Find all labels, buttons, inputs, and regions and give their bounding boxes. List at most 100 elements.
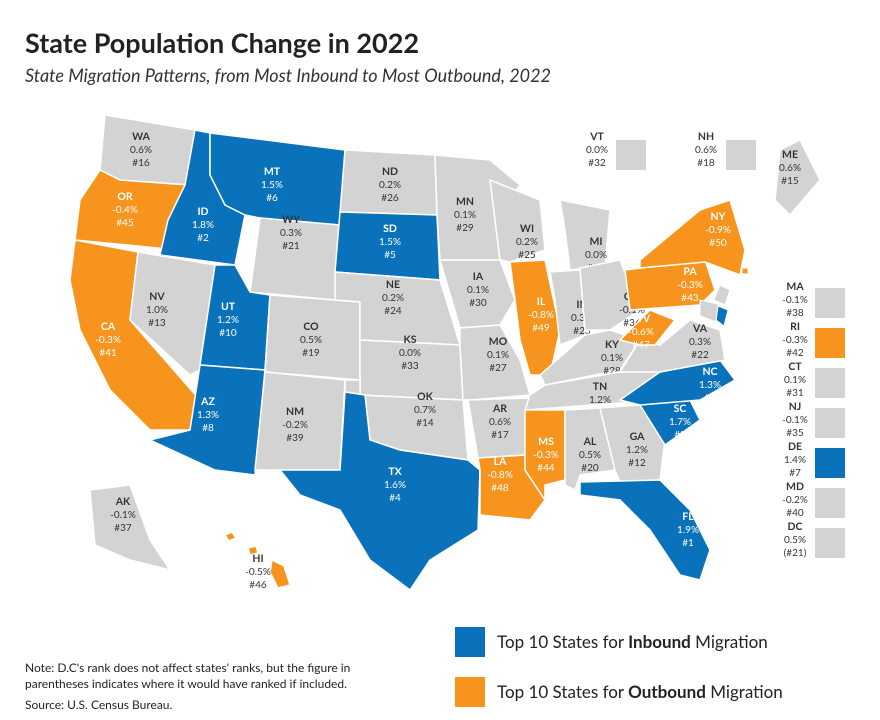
state-abbr: NJ: [789, 401, 802, 413]
state-shape: [459, 324, 531, 401]
state-rank: #32: [588, 157, 606, 169]
state-abbr: MD: [786, 481, 804, 493]
state-rank: #31: [786, 387, 804, 399]
state-change: 1.7%: [669, 416, 691, 428]
state-rank: #8: [202, 422, 214, 434]
state-rank: #6: [266, 192, 278, 204]
state-rank: #9: [704, 392, 716, 404]
state-abbr: VT: [589, 131, 604, 143]
state-rank: #18: [697, 157, 715, 169]
state-abbr: KS: [404, 334, 417, 346]
state-rank: #43: [681, 292, 699, 304]
state-rank: #19: [302, 347, 320, 359]
state-abbr: AL: [583, 436, 597, 448]
state-change: 0.2%: [382, 292, 404, 304]
state-change: 0.1%: [454, 209, 476, 221]
state-abbr: IL: [537, 296, 546, 308]
state-rank: #37: [114, 522, 132, 534]
legend-prefix: Top 10 States for: [497, 631, 628, 652]
state-shape: [278, 391, 481, 592]
state-abbr: SC: [674, 403, 687, 415]
state-rank: #49: [532, 322, 550, 334]
state-rank: #2: [197, 232, 209, 244]
state-abbr: AK: [115, 496, 131, 508]
state-change: -0.2%: [782, 494, 808, 506]
state-rank: #14: [416, 417, 434, 429]
state-change: 0.0%: [585, 249, 607, 261]
state-rank: #39: [286, 432, 304, 444]
state-abbr: NM: [286, 406, 304, 418]
state-shape: [639, 199, 746, 277]
state-abbr: WV: [632, 313, 651, 325]
state-change: 0.5%: [300, 334, 322, 346]
state-change: 0.6%: [779, 162, 801, 174]
state-rank: #44: [537, 462, 555, 474]
small-state-box: [815, 328, 845, 358]
state-abbr: ID: [197, 206, 208, 218]
small-state-box: [815, 288, 845, 318]
state-abbr: CT: [788, 361, 802, 373]
state-rank: #48: [491, 482, 509, 494]
state-change: 0.1%: [784, 374, 806, 386]
state-rank: #1: [682, 537, 694, 549]
state-rank: #42: [786, 347, 804, 359]
state-abbr: LA: [494, 456, 507, 468]
state-abbr: NE: [386, 279, 400, 291]
state-change: 1.3%: [699, 379, 721, 391]
state-shape: [579, 479, 711, 581]
state-abbr: PA: [683, 266, 697, 278]
state-change: 0.3%: [280, 227, 302, 239]
legend-label: Top 10 States for Inbound Migration: [497, 631, 768, 652]
small-state-box: [815, 408, 845, 438]
state-rank: #45: [116, 217, 134, 229]
state-change: 1.8%: [192, 219, 214, 231]
state-change: 0.1%: [467, 284, 489, 296]
state-abbr: ME: [782, 149, 798, 161]
note: Note: D.C's rank does not affect states'…: [25, 660, 351, 691]
state-change: 1.0%: [146, 304, 168, 316]
state-rank: #40: [786, 507, 804, 519]
state-abbr: GA: [630, 431, 646, 443]
state-change: 0.7%: [414, 404, 436, 416]
state-abbr: UT: [221, 301, 236, 313]
state-change: -0.5%: [245, 566, 271, 578]
small-state-shape: [699, 299, 719, 323]
state-change: -0.9%: [705, 224, 731, 236]
state-abbr: WY: [282, 214, 300, 226]
state-rank: (#21): [784, 547, 807, 559]
state-abbr: WI: [520, 223, 534, 235]
state-change: -0.8%: [528, 309, 554, 321]
legend-swatch: [455, 677, 485, 707]
state-shape: [618, 309, 677, 346]
state-abbr: WA: [132, 131, 151, 143]
state-change: 1.4%: [784, 454, 806, 466]
state-shape: [89, 484, 172, 572]
state-abbr: IA: [473, 271, 484, 283]
state-change: 0.3%: [689, 336, 711, 348]
state-abbr: NY: [711, 211, 726, 223]
state-change: 1.5%: [379, 236, 401, 248]
state-abbr: MO: [489, 336, 508, 348]
legend-suffix: Migration: [691, 631, 768, 652]
state-rank: #30: [469, 297, 487, 309]
state-change: 1.6%: [384, 479, 406, 491]
small-state-shape: [741, 267, 749, 275]
state-rank: #22: [691, 349, 709, 361]
state-abbr: MS: [538, 436, 554, 448]
state-change: -0.1%: [782, 414, 808, 426]
state-abbr: RI: [790, 321, 800, 333]
state-change: 0.6%: [695, 144, 717, 156]
state-abbr: AR: [492, 403, 507, 415]
small-state-box: [815, 528, 845, 558]
state-abbr: MN: [456, 196, 474, 208]
state-abbr: CO: [303, 321, 319, 333]
state-rank: #38: [786, 307, 804, 319]
state-change: 0.5%: [579, 449, 601, 461]
legend-label: Top 10 States for Outbound Migration: [497, 681, 783, 702]
state-abbr: NH: [698, 131, 714, 143]
state-change: 0.1%: [487, 349, 509, 361]
state-abbr: NV: [149, 291, 165, 303]
state-rank: #50: [709, 237, 727, 249]
state-change: 1.2%: [589, 394, 611, 406]
